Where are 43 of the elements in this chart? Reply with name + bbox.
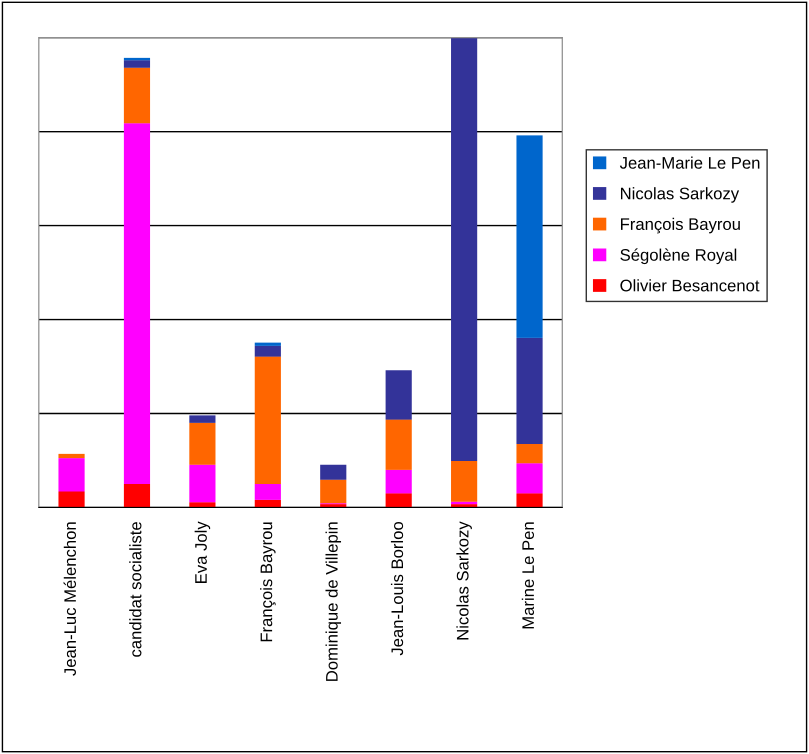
bar — [516, 135, 543, 338]
bar — [320, 464, 346, 480]
bar — [254, 484, 281, 500]
bar — [451, 460, 478, 502]
bar — [516, 338, 543, 444]
x-tick-label: François Bayrou — [260, 522, 276, 642]
bar — [124, 123, 150, 484]
bar — [254, 346, 281, 357]
legend-label: Ségolène Royal — [620, 248, 736, 264]
x-tick-label: candidat socialiste — [129, 522, 142, 657]
bar — [516, 444, 543, 464]
bar — [124, 484, 150, 508]
bar — [451, 38, 478, 461]
legend-label: Olivier Besancenot — [620, 279, 760, 292]
legend-label: Nicolas Sarkozy — [620, 187, 740, 203]
bar — [254, 500, 281, 508]
bar — [254, 342, 281, 346]
x-tick-label: Marine Le Pen — [522, 522, 534, 628]
x-tick-label: Dominique de Villepin — [325, 522, 342, 681]
bar — [516, 463, 543, 494]
bar — [386, 470, 412, 494]
bar — [254, 356, 281, 484]
bar — [320, 504, 346, 508]
x-tick-label: Jean-Luc Mélenchon — [64, 522, 76, 676]
bar — [386, 370, 412, 420]
bar — [320, 480, 346, 504]
bar — [58, 491, 85, 508]
x-tick-label: Nicolas Sarkozy — [456, 521, 472, 640]
bar — [124, 60, 150, 68]
x-tick-label: Eva Joly — [194, 521, 210, 583]
bar — [516, 493, 543, 508]
bar — [124, 68, 150, 124]
legend-label: François Bayrou — [620, 218, 740, 234]
bar — [58, 454, 85, 458]
bar — [189, 464, 216, 502]
bar — [58, 458, 85, 492]
x-tick-label: Jean-Louis Borloo — [390, 522, 404, 656]
bar — [386, 420, 412, 470]
bar — [451, 504, 478, 508]
legend-label: Jean-Marie Le Pen — [620, 156, 760, 169]
bar — [189, 415, 216, 423]
bar — [189, 422, 216, 465]
bar — [386, 493, 412, 508]
